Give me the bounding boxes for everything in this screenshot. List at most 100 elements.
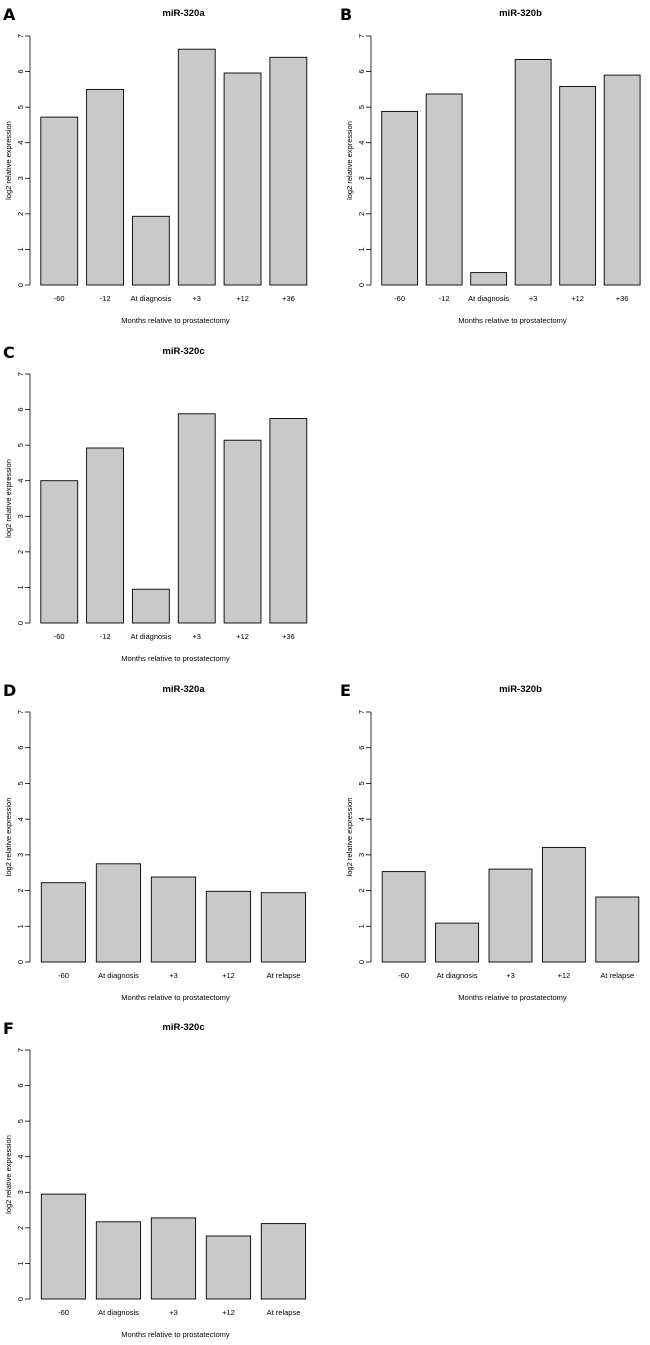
x-tick-label: +12 [222,1308,235,1317]
x-tick-label: At diagnosis [468,294,509,303]
y-tick-label: 6 [16,746,25,750]
y-tick-label: 3 [16,176,25,180]
bar-1 [381,110,419,286]
bar-5 [260,892,307,963]
bar-6 [269,418,308,624]
x-tick-label: +12 [222,971,235,980]
bar-5 [223,72,262,286]
y-tick-label: 5 [357,781,366,785]
y-tick-label: 0 [16,283,25,287]
y-tick-label: 2 [16,550,25,554]
chart-title: miR-320c [162,346,204,357]
bar-3 [488,868,533,963]
x-tick-label: +12 [571,294,584,303]
y-tick-label: 4 [16,817,25,821]
panel-letter: B [340,5,352,24]
y-tick-label: 3 [357,853,366,857]
bar-4 [177,48,216,286]
y-tick-label: 1 [16,585,25,589]
x-tick-label: At diagnosis [130,294,171,303]
x-tick-label: +12 [236,294,249,303]
y-tick-label: 4 [16,479,25,483]
y-tick-label: 7 [16,372,25,376]
bar-5 [260,1223,307,1300]
x-axis-label: Months relative to prostatectomy [121,1330,230,1339]
bar-2 [425,93,463,286]
x-tick-label: -60 [394,294,405,303]
chart-title: miR-320c [162,1022,204,1033]
y-tick-label: 3 [16,514,25,518]
y-tick-label: 4 [357,817,366,821]
bar-5 [559,86,597,286]
x-axis-label: Months relative to prostatectomy [458,993,567,1002]
y-tick-label: 7 [357,710,366,714]
chart-title: miR-320b [499,684,542,695]
y-tick-label: 2 [16,212,25,216]
bar-2 [435,922,480,963]
x-axis-label: Months relative to prostatectomy [121,993,230,1002]
x-tick-label: At relapse [600,971,634,980]
x-tick-label: -60 [398,971,409,980]
y-tick-label: 6 [16,407,25,411]
y-tick-label: 4 [16,1155,25,1159]
panel-letter: E [340,681,351,700]
bar-1 [381,871,426,963]
panel-letter: A [3,5,16,24]
x-tick-label: +36 [616,294,629,303]
x-tick-label: At relapse [267,1308,301,1317]
y-axis-label: log2 relative expression [345,798,354,877]
x-axis-label: Months relative to prostatectomy [121,316,230,325]
bar-3 [470,272,508,286]
y-tick-label: 0 [357,283,366,287]
y-tick-label: 1 [357,924,366,928]
bar-1 [40,882,87,963]
y-tick-label: 5 [16,1119,25,1123]
x-tick-label: At diagnosis [98,1308,139,1317]
y-tick-label: 7 [16,710,25,714]
y-tick-label: 7 [357,34,366,38]
y-tick-label: 4 [357,141,366,145]
y-tick-label: 5 [16,105,25,109]
x-tick-label: +3 [192,632,201,641]
bar-4 [177,413,216,624]
y-axis-label: log2 relative expression [4,1135,13,1214]
y-tick-label: 2 [357,212,366,216]
y-tick-label: 6 [16,1083,25,1087]
y-tick-label: 2 [357,888,366,892]
chart-title: miR-320b [499,8,542,19]
bar-1 [40,480,79,624]
y-tick-label: 4 [16,141,25,145]
bar-5 [223,439,262,624]
x-tick-label: -12 [100,294,111,303]
bar-4 [205,1235,252,1300]
y-axis-label: log2 relative expression [4,121,13,200]
x-tick-label: At diagnosis [98,971,139,980]
x-tick-label: +12 [236,632,249,641]
x-tick-label: +3 [506,971,515,980]
x-tick-label: +36 [282,632,295,641]
x-tick-label: +36 [282,294,295,303]
bar-4 [541,846,586,963]
y-tick-label: 1 [16,1261,25,1265]
bar-2 [86,88,124,286]
bar-6 [269,56,308,286]
bar-3 [150,1217,197,1300]
x-tick-label: -60 [54,632,65,641]
bar-4 [514,59,552,286]
y-tick-label: 0 [16,960,25,964]
bar-1 [40,1193,87,1300]
bar-2 [95,1221,142,1300]
y-tick-label: 7 [16,34,25,38]
y-tick-label: 7 [16,1048,25,1052]
bar-3 [131,215,170,286]
y-axis-label: log2 relative expression [4,798,13,877]
chart-title: miR-320a [162,8,205,19]
bar-3 [131,588,170,624]
bar-1 [40,116,79,286]
x-tick-label: -60 [54,294,65,303]
